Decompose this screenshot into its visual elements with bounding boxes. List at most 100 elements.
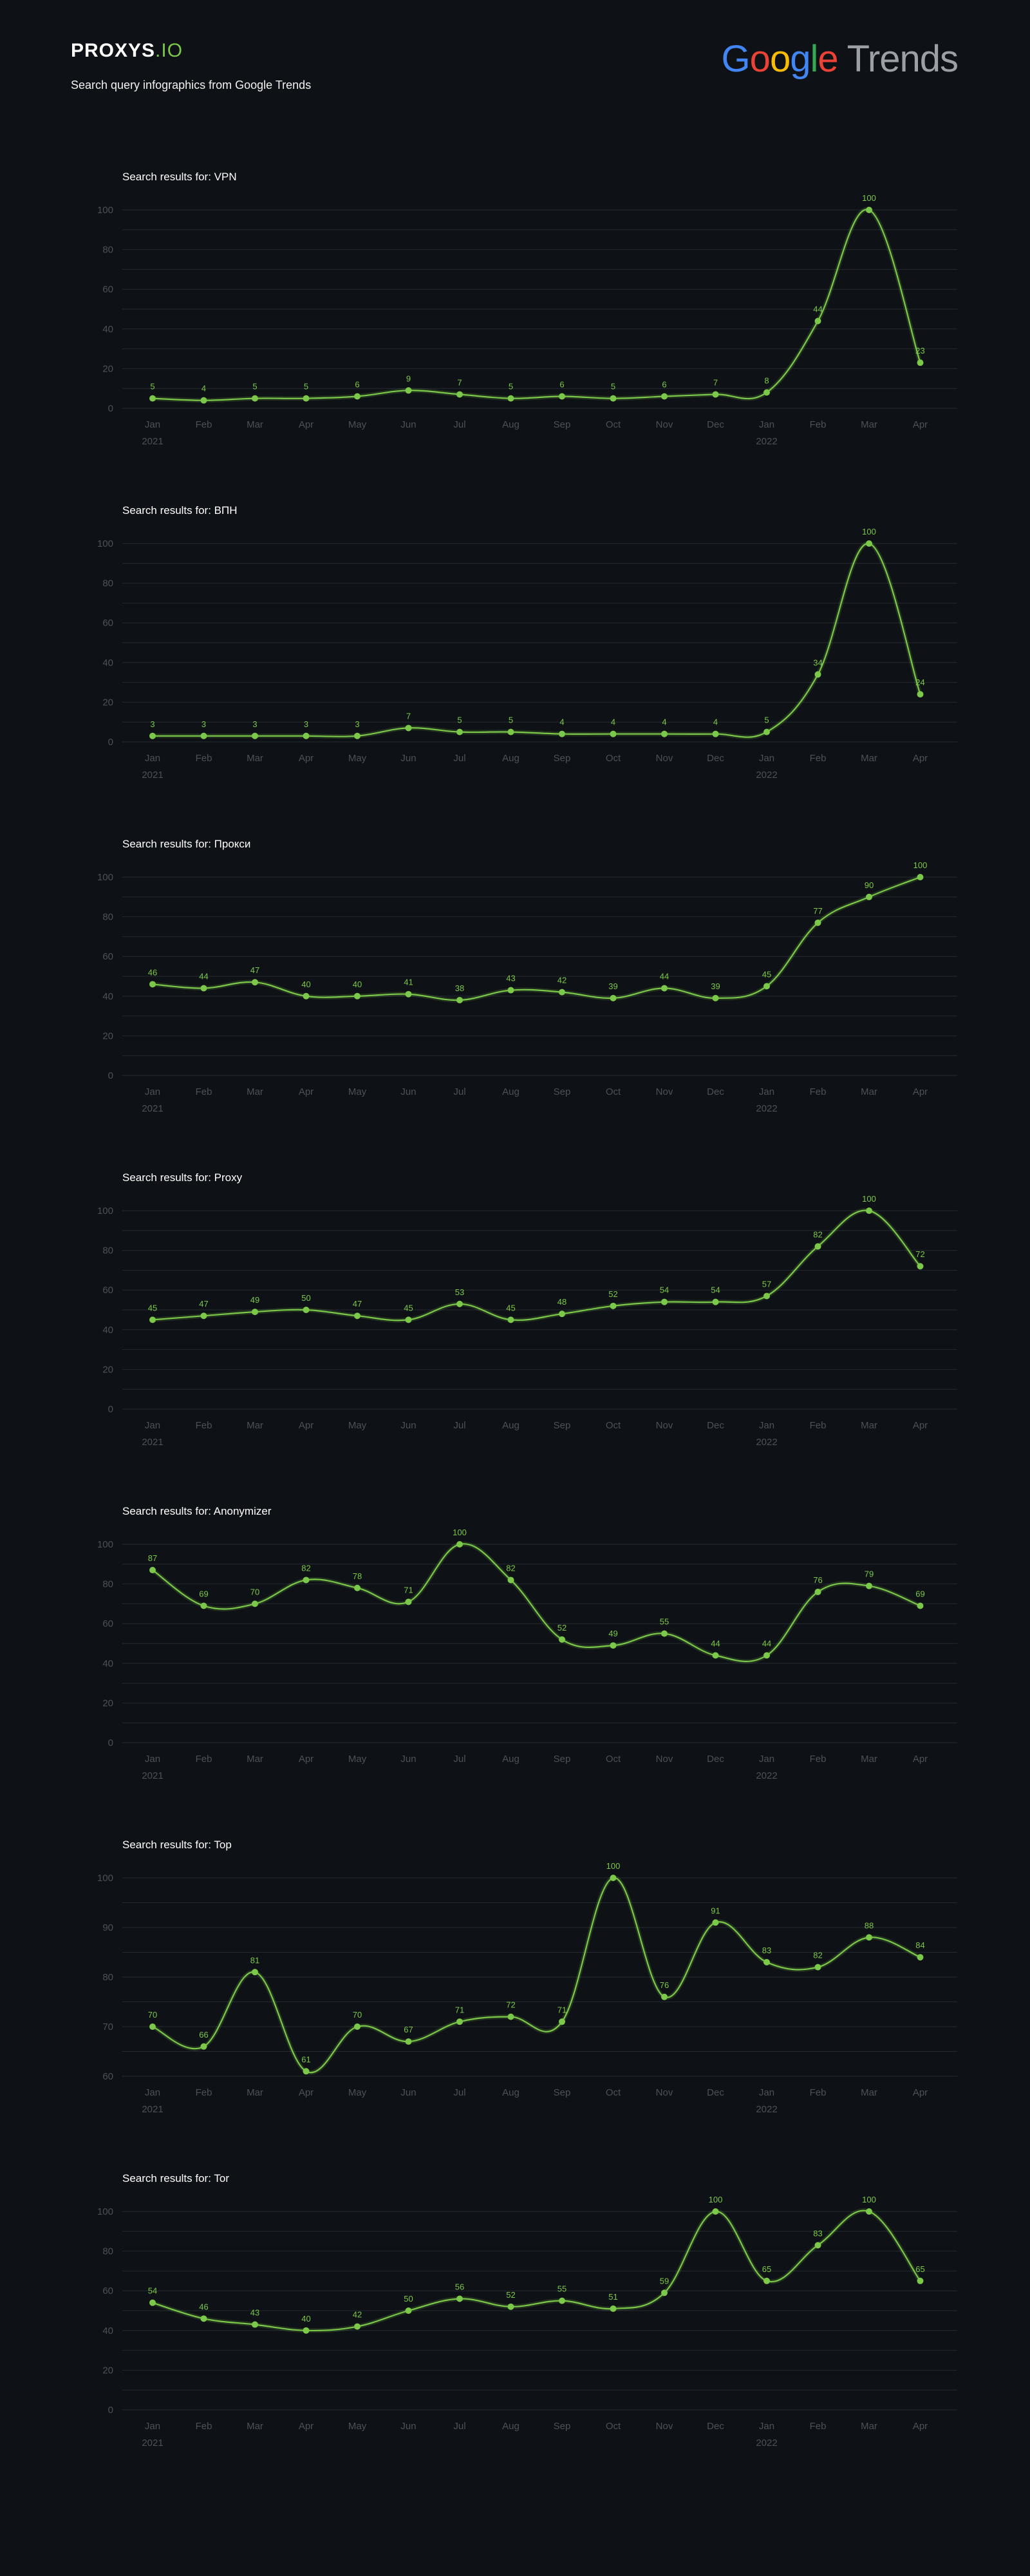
data-point[interactable] xyxy=(610,730,617,737)
data-point[interactable] xyxy=(559,2018,565,2025)
data-point[interactable] xyxy=(712,1652,719,1659)
data-point[interactable] xyxy=(149,2023,156,2030)
data-point[interactable] xyxy=(507,728,514,735)
data-point[interactable] xyxy=(149,395,156,402)
data-point[interactable] xyxy=(354,1312,360,1320)
data-point[interactable] xyxy=(917,1602,924,1609)
data-point[interactable] xyxy=(814,671,821,678)
data-point[interactable] xyxy=(661,1993,668,2000)
data-point[interactable] xyxy=(303,2068,310,2075)
data-point[interactable] xyxy=(712,994,719,1001)
data-point[interactable] xyxy=(559,989,565,996)
data-point[interactable] xyxy=(354,1584,360,1591)
data-point[interactable] xyxy=(763,1652,770,1659)
data-point[interactable] xyxy=(149,1316,156,1323)
data-point[interactable] xyxy=(149,981,156,988)
data-point[interactable] xyxy=(200,2315,207,2322)
data-point[interactable] xyxy=(763,389,770,396)
data-point[interactable] xyxy=(866,1934,872,1941)
data-point[interactable] xyxy=(814,1964,821,1971)
data-point[interactable] xyxy=(661,985,668,992)
data-point[interactable] xyxy=(763,1958,770,1965)
data-point[interactable] xyxy=(507,987,514,994)
data-point[interactable] xyxy=(405,1316,412,1323)
data-point[interactable] xyxy=(814,2242,821,2249)
data-point[interactable] xyxy=(354,2323,360,2330)
data-point[interactable] xyxy=(456,996,463,1003)
data-point[interactable] xyxy=(507,2303,514,2310)
data-point[interactable] xyxy=(814,317,821,325)
data-point[interactable] xyxy=(252,979,258,986)
data-point[interactable] xyxy=(507,1316,514,1323)
data-point[interactable] xyxy=(661,1630,668,1637)
data-point[interactable] xyxy=(866,207,872,213)
data-point[interactable] xyxy=(661,393,668,400)
data-point[interactable] xyxy=(917,691,924,698)
data-point[interactable] xyxy=(303,395,310,402)
data-point[interactable] xyxy=(200,1312,207,1320)
data-point[interactable] xyxy=(149,1567,156,1574)
data-point[interactable] xyxy=(661,1298,668,1305)
data-point[interactable] xyxy=(661,2289,668,2297)
data-point[interactable] xyxy=(405,724,412,732)
data-point[interactable] xyxy=(917,1954,924,1961)
data-point[interactable] xyxy=(252,1969,258,1976)
data-point[interactable] xyxy=(303,1577,310,1584)
data-point[interactable] xyxy=(559,393,565,400)
data-point[interactable] xyxy=(200,397,207,404)
data-point[interactable] xyxy=(405,2038,412,2045)
data-point[interactable] xyxy=(303,992,310,999)
data-point[interactable] xyxy=(866,540,872,547)
data-point[interactable] xyxy=(405,387,412,394)
data-point[interactable] xyxy=(303,732,310,739)
data-point[interactable] xyxy=(252,2321,258,2328)
data-point[interactable] xyxy=(303,1307,310,1313)
data-point[interactable] xyxy=(354,2023,360,2030)
data-point[interactable] xyxy=(712,1919,719,1926)
data-point[interactable] xyxy=(507,1577,514,1584)
data-point[interactable] xyxy=(559,2297,565,2304)
data-point[interactable] xyxy=(149,732,156,739)
data-point[interactable] xyxy=(917,1263,924,1270)
data-point[interactable] xyxy=(507,395,514,402)
data-point[interactable] xyxy=(763,1293,770,1300)
data-point[interactable] xyxy=(866,2208,872,2215)
data-point[interactable] xyxy=(456,1541,463,1548)
data-point[interactable] xyxy=(917,874,924,880)
data-point[interactable] xyxy=(354,393,360,400)
data-point[interactable] xyxy=(559,1636,565,1643)
data-point[interactable] xyxy=(712,1298,719,1305)
data-point[interactable] xyxy=(763,2277,770,2284)
proxys-logo[interactable]: PROXYS.IO xyxy=(71,40,183,62)
data-point[interactable] xyxy=(200,985,207,992)
data-point[interactable] xyxy=(252,1309,258,1316)
data-point[interactable] xyxy=(303,2327,310,2334)
data-point[interactable] xyxy=(354,732,360,739)
data-point[interactable] xyxy=(354,992,360,999)
data-point[interactable] xyxy=(456,1300,463,1307)
data-point[interactable] xyxy=(712,730,719,737)
data-point[interactable] xyxy=(917,359,924,366)
data-point[interactable] xyxy=(610,395,617,402)
data-point[interactable] xyxy=(456,391,463,398)
data-point[interactable] xyxy=(763,728,770,735)
data-point[interactable] xyxy=(405,990,412,998)
data-point[interactable] xyxy=(763,983,770,990)
data-point[interactable] xyxy=(712,2208,719,2215)
data-point[interactable] xyxy=(610,1875,617,1881)
data-point[interactable] xyxy=(610,1302,617,1309)
data-point[interactable] xyxy=(559,1311,565,1318)
data-point[interactable] xyxy=(814,919,821,926)
data-point[interactable] xyxy=(866,893,872,900)
data-point[interactable] xyxy=(866,1208,872,1214)
data-point[interactable] xyxy=(814,1243,821,1250)
data-point[interactable] xyxy=(252,732,258,739)
data-point[interactable] xyxy=(405,1598,412,1605)
data-point[interactable] xyxy=(456,2018,463,2025)
data-point[interactable] xyxy=(661,730,668,737)
data-point[interactable] xyxy=(200,1602,207,1609)
data-point[interactable] xyxy=(610,2305,617,2312)
data-point[interactable] xyxy=(200,732,207,739)
data-point[interactable] xyxy=(610,994,617,1001)
data-point[interactable] xyxy=(507,2013,514,2020)
